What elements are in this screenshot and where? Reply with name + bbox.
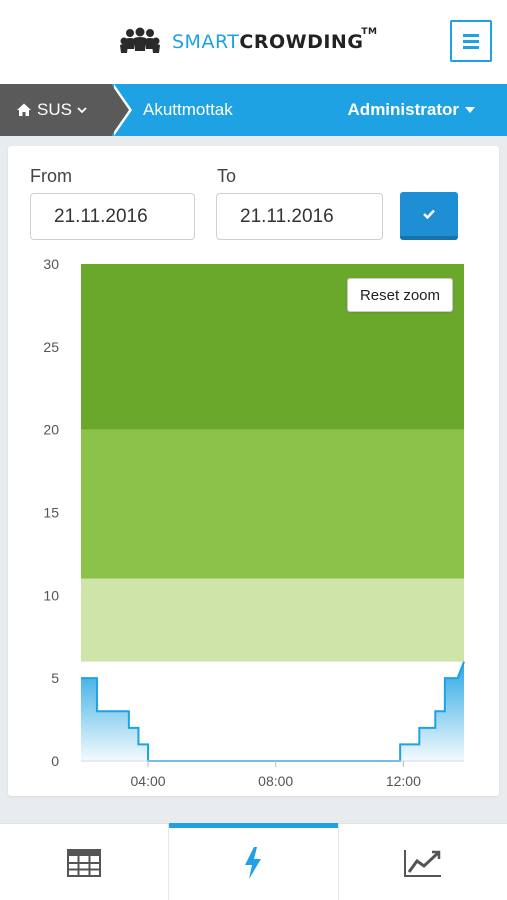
bolt-icon — [245, 846, 262, 879]
menu-bar-icon — [463, 39, 479, 43]
apply-button[interactable] — [400, 192, 458, 240]
x-tick-label: 08:00 — [258, 773, 293, 789]
breadcrumb-arrow — [111, 84, 129, 136]
tab-trend[interactable] — [337, 824, 507, 900]
trend-chart-icon — [403, 849, 441, 877]
home-dropdown[interactable]: SUS — [0, 84, 112, 136]
home-label: SUS — [37, 100, 72, 119]
hamburger-menu-button[interactable] — [450, 20, 492, 62]
app-header: SMARTCROWDING TM — [0, 0, 507, 84]
x-tick-label: 04:00 — [131, 773, 166, 789]
caret-down-icon — [465, 107, 475, 113]
y-tick-label: 5 — [51, 670, 59, 686]
brand-text-smart: SMART — [172, 31, 240, 53]
y-tick-label: 15 — [43, 505, 59, 521]
chevron-down-icon — [77, 107, 87, 114]
x-tick-label: 12:00 — [386, 773, 421, 789]
y-tick-label: 25 — [43, 339, 59, 355]
crowd-logo-icon — [120, 27, 160, 53]
series-area — [81, 661, 464, 761]
check-icon — [423, 209, 435, 220]
y-tick-label: 0 — [51, 753, 59, 769]
y-tick-label: 30 — [43, 256, 59, 272]
brand-text-crowding: CROWDING — [239, 31, 364, 53]
chart-card: From To 0 5 10 15 20 25 30 04:00 08:00 12:00 Rese… — [8, 146, 499, 796]
menu-bar-icon — [463, 45, 479, 49]
menu-bar-icon — [463, 33, 479, 37]
reset-zoom-button[interactable]: Reset zoom — [347, 278, 453, 312]
threshold-band — [81, 429, 464, 579]
y-tick-label: 20 — [43, 422, 59, 438]
home-icon — [17, 103, 31, 116]
from-date-input[interactable] — [30, 193, 195, 240]
tab-table[interactable] — [0, 824, 168, 900]
threshold-band — [81, 578, 464, 662]
brand-logo[interactable]: SMARTCROWDING TM — [118, 26, 377, 58]
breadcrumb-bar: SUS Akuttmottak Administrator — [0, 84, 507, 136]
y-tick-label: 10 — [43, 587, 59, 603]
user-menu[interactable]: Administrator — [348, 84, 475, 136]
to-label: To — [217, 166, 237, 186]
brand-trademark: TM — [361, 27, 378, 37]
occupancy-chart[interactable]: 0 5 10 15 20 25 30 04:00 08:00 12:00 — [8, 246, 499, 796]
chart-svg[interactable]: 0 5 10 15 20 25 30 04:00 08:00 12:00 — [8, 246, 499, 796]
tab-live[interactable] — [168, 823, 338, 900]
bottom-tab-bar — [0, 823, 507, 900]
breadcrumb-current[interactable]: Akuttmottak — [143, 100, 233, 119]
to-date-input[interactable] — [216, 193, 383, 240]
table-icon — [67, 848, 102, 877]
from-label: From — [30, 166, 72, 186]
user-name: Administrator — [347, 100, 459, 119]
